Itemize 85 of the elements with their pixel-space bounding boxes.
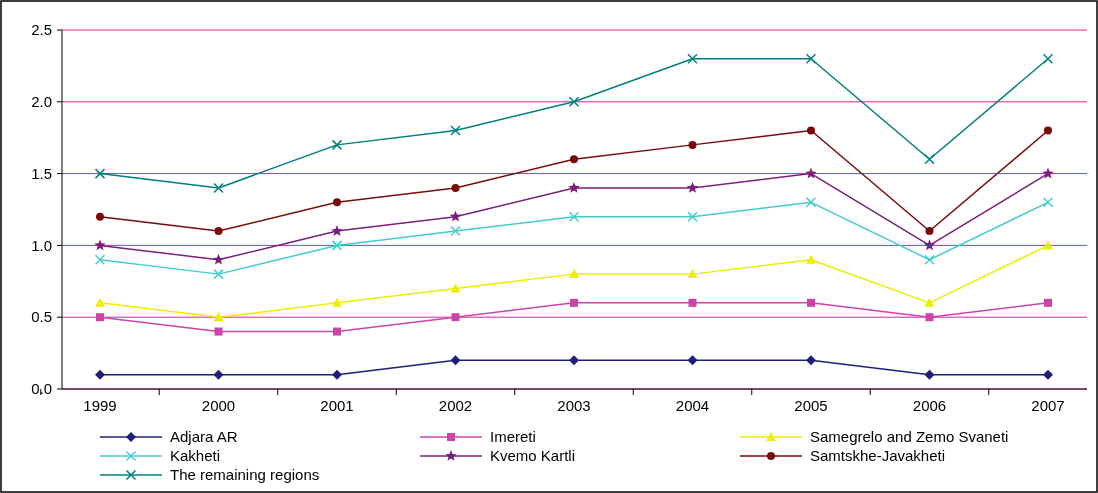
point bbox=[214, 227, 223, 236]
point bbox=[213, 182, 224, 194]
legend-label: Samtskhe-Javakheti bbox=[810, 447, 946, 465]
point bbox=[95, 297, 105, 307]
point bbox=[450, 125, 461, 136]
x-tick-label: 2005 bbox=[794, 397, 828, 414]
x-tick-label: 2004 bbox=[675, 397, 710, 414]
point bbox=[805, 197, 817, 208]
point bbox=[451, 313, 460, 322]
point bbox=[94, 254, 106, 266]
point bbox=[925, 313, 934, 322]
point bbox=[332, 297, 342, 307]
point bbox=[687, 355, 698, 366]
point bbox=[568, 96, 580, 108]
point bbox=[687, 269, 698, 279]
legend-label: The remaining regions bbox=[170, 466, 320, 484]
x-tick-label: 2001 bbox=[320, 397, 354, 414]
legend-label: Kakheti bbox=[170, 447, 221, 465]
y-tick-label: 1.0 bbox=[31, 236, 52, 254]
point bbox=[570, 155, 578, 164]
point bbox=[924, 254, 935, 266]
point bbox=[450, 283, 461, 293]
point bbox=[1043, 240, 1053, 250]
point bbox=[687, 211, 698, 222]
point bbox=[569, 355, 579, 366]
point bbox=[213, 312, 224, 322]
point bbox=[213, 369, 224, 380]
point bbox=[94, 168, 106, 179]
point bbox=[805, 167, 817, 179]
point bbox=[450, 355, 461, 366]
point bbox=[96, 313, 104, 322]
point bbox=[924, 369, 935, 380]
y-tick-label: 1.5 bbox=[31, 164, 52, 182]
legend-label: Adjara AR bbox=[170, 428, 238, 446]
point bbox=[1044, 126, 1052, 135]
point bbox=[94, 239, 106, 251]
x-tick-label: 2000 bbox=[201, 397, 236, 414]
point bbox=[925, 227, 934, 236]
y-tick-label: 2.0 bbox=[31, 93, 52, 111]
point bbox=[924, 153, 935, 165]
point bbox=[451, 183, 460, 192]
point bbox=[688, 140, 697, 149]
point bbox=[923, 239, 936, 251]
x-tick-label: 2006 bbox=[912, 397, 947, 414]
point bbox=[214, 327, 223, 336]
point bbox=[1042, 197, 1054, 208]
point bbox=[806, 355, 816, 366]
legend-label: Samegrelo and Zemo Svaneti bbox=[810, 428, 1009, 446]
point bbox=[569, 269, 579, 279]
point bbox=[807, 298, 815, 307]
point bbox=[687, 53, 698, 64]
y-tick-label: 0.5 bbox=[31, 308, 52, 326]
point bbox=[568, 181, 580, 193]
point bbox=[1044, 298, 1052, 307]
point bbox=[688, 298, 697, 307]
point bbox=[333, 327, 341, 336]
point bbox=[331, 225, 343, 236]
point bbox=[333, 198, 341, 207]
legend-label: Kvemo Kartli bbox=[490, 447, 576, 465]
point bbox=[96, 212, 104, 221]
y-tick-label: 0.0 bbox=[31, 380, 52, 398]
point bbox=[449, 210, 462, 222]
point bbox=[450, 225, 461, 237]
point bbox=[806, 254, 816, 264]
legend-label: Imereti bbox=[490, 428, 536, 446]
point bbox=[1042, 53, 1054, 64]
point bbox=[807, 126, 815, 135]
point bbox=[924, 297, 935, 307]
point bbox=[331, 240, 343, 251]
point bbox=[213, 268, 224, 280]
point bbox=[1043, 369, 1053, 380]
point bbox=[686, 181, 699, 193]
point bbox=[95, 369, 105, 380]
point bbox=[568, 211, 580, 222]
point bbox=[805, 53, 817, 64]
x-tick-label: 1999 bbox=[83, 397, 117, 414]
x-tick-label: 2007 bbox=[1031, 397, 1065, 414]
point bbox=[570, 298, 578, 307]
point bbox=[212, 253, 225, 265]
point bbox=[331, 139, 343, 151]
point bbox=[1042, 167, 1054, 179]
point bbox=[332, 369, 342, 380]
y-tick-label: 2.5 bbox=[31, 21, 52, 39]
x-tick-label: 2003 bbox=[557, 397, 591, 414]
x-tick-label: 2002 bbox=[438, 397, 473, 414]
